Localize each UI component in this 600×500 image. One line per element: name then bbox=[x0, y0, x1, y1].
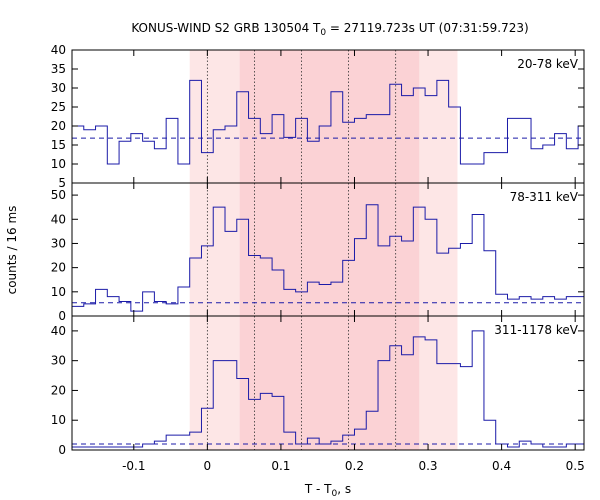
y-tick-label: 20 bbox=[51, 119, 66, 133]
y-tick-label: 0 bbox=[58, 309, 66, 323]
y-tick-label: 40 bbox=[51, 43, 66, 57]
x-axis-label: T - T0, s bbox=[304, 482, 351, 499]
y-tick-label: 40 bbox=[51, 212, 66, 226]
shaded-interval-medium bbox=[239, 316, 420, 450]
energy-band-label: 311-1178 keV bbox=[494, 323, 578, 337]
y-tick-label: 10 bbox=[51, 413, 66, 427]
chart-title: KONUS-WIND S2 GRB 130504 T0 = 27119.723s… bbox=[131, 21, 528, 38]
y-axis-label: counts / 16 ms bbox=[5, 206, 19, 295]
panel-2: 0 10 20 30 40 50 78-311 keV bbox=[51, 182, 585, 323]
y-tick-label: 15 bbox=[51, 138, 66, 152]
shaded-interval-medium bbox=[239, 183, 420, 316]
y-tick-label: 30 bbox=[51, 81, 66, 95]
x-tick-label: 0 bbox=[204, 459, 212, 473]
x-tick-label: 0.5 bbox=[566, 459, 585, 473]
panel-frame bbox=[71, 315, 585, 451]
y-tick-label: 35 bbox=[51, 62, 66, 76]
energy-band-label: 78-311 keV bbox=[510, 190, 579, 204]
count-histogram bbox=[72, 204, 584, 312]
panel-1: 5 10 15 20 25 30 35 40 20-78 keV bbox=[51, 43, 585, 190]
y-tick-label: 20 bbox=[51, 383, 66, 397]
x-tick-label: 0.3 bbox=[418, 459, 437, 473]
energy-band-label: 20-78 keV bbox=[517, 57, 579, 71]
count-histogram bbox=[72, 330, 584, 448]
shaded-interval-medium bbox=[239, 50, 420, 183]
plot-area: 5 10 15 20 25 30 35 40 20-78 keV 0 10 20 30 40 50 78-31… bbox=[51, 43, 585, 473]
y-tick-label: 40 bbox=[51, 324, 66, 338]
y-tick-label: 20 bbox=[51, 261, 66, 275]
x-tick-label: -0.1 bbox=[122, 459, 145, 473]
y-tick-label: 30 bbox=[51, 236, 66, 250]
y-tick-label: 10 bbox=[51, 157, 66, 171]
y-tick-label: 30 bbox=[51, 354, 66, 368]
x-tick-label: 0.2 bbox=[345, 459, 364, 473]
y-tick-label: 5 bbox=[58, 176, 66, 190]
y-tick-label: 0 bbox=[58, 443, 66, 457]
x-tick-label: 0.1 bbox=[271, 459, 290, 473]
y-tick-label: 25 bbox=[51, 100, 66, 114]
count-histogram bbox=[72, 79, 584, 165]
panel-3: 0 10 20 30 40 311-1178 keV bbox=[51, 315, 585, 457]
y-tick-label: 10 bbox=[51, 285, 66, 299]
y-tick-label: 50 bbox=[51, 188, 66, 202]
x-tick-label: 0.4 bbox=[492, 459, 511, 473]
